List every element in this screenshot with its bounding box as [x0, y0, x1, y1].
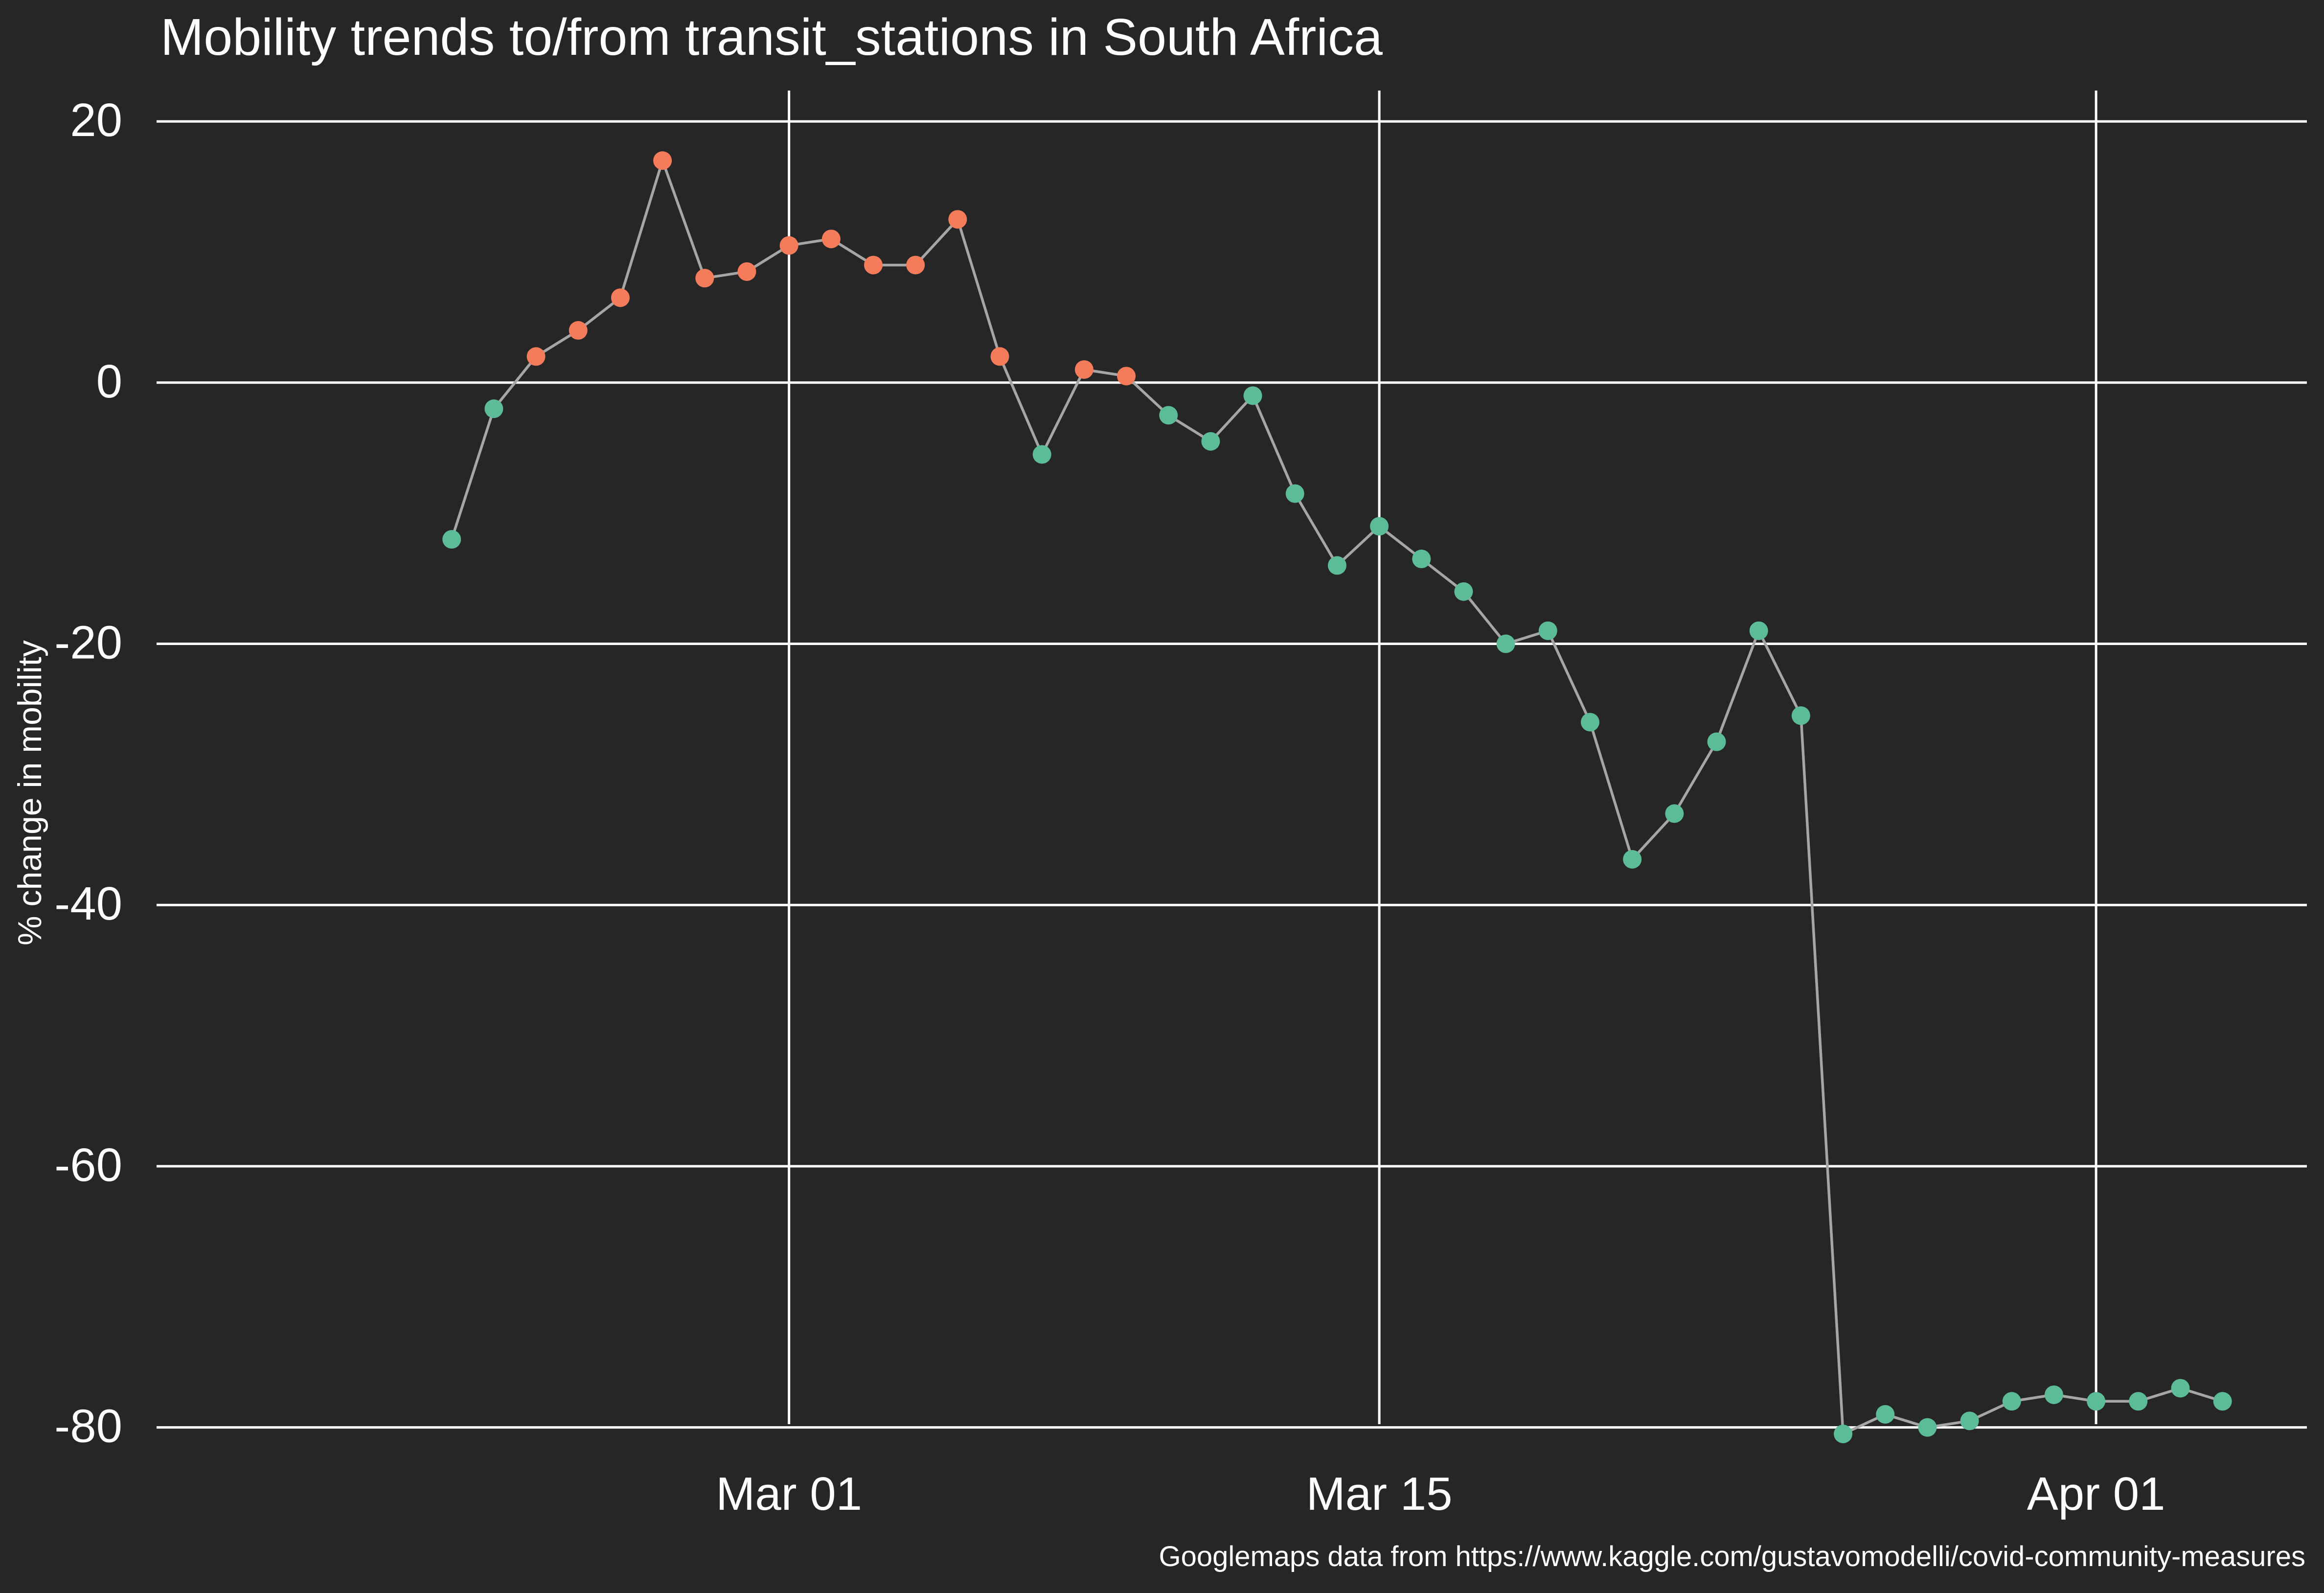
data-point [1370, 517, 1389, 536]
data-point [1032, 445, 1051, 464]
data-point [1876, 1405, 1895, 1424]
data-point [526, 347, 546, 366]
data-point [737, 262, 756, 281]
data-point [1538, 621, 1557, 640]
data-point [779, 236, 798, 255]
data-point [948, 210, 967, 229]
data-point [2171, 1379, 2190, 1398]
chart-title: Mobility trends to/from transit_stations… [160, 8, 1383, 66]
data-point [1749, 621, 1768, 640]
data-point [653, 151, 672, 170]
data-point [1623, 850, 1642, 869]
data-point [484, 399, 503, 418]
data-point [1074, 360, 1094, 379]
data-point [1960, 1411, 1979, 1431]
data-point [990, 347, 1009, 366]
data-point [2213, 1392, 2232, 1411]
data-point [1201, 432, 1220, 451]
data-point [1918, 1418, 1937, 1437]
data-point [864, 255, 883, 275]
data-point [1834, 1425, 1853, 1443]
data-point [2002, 1392, 2021, 1411]
data-point [1159, 406, 1178, 425]
chart-caption: Googlemaps data from https://www.kaggle.… [1159, 1541, 2305, 1572]
data-point [442, 530, 461, 549]
y-tick-label: -60 [54, 1139, 122, 1191]
data-point [1117, 367, 1136, 386]
x-axis-tick-labels: Mar 01 Mar 15 Apr 01 [716, 1468, 2165, 1520]
y-tick-label: -80 [54, 1400, 122, 1453]
data-point [2087, 1392, 2106, 1411]
data-point [1327, 556, 1346, 575]
data-point [569, 321, 588, 340]
x-tick-label: Apr 01 [2027, 1468, 2165, 1520]
y-tick-label: -20 [54, 617, 122, 669]
data-point [2129, 1392, 2148, 1411]
data-point [1791, 706, 1810, 725]
data-point [1665, 804, 1684, 823]
data-point [1243, 386, 1262, 405]
y-tick-label: 20 [70, 94, 122, 146]
data-points-layer [442, 151, 2232, 1443]
data-point [1496, 634, 1515, 653]
data-point [906, 255, 925, 275]
data-point [611, 288, 630, 307]
y-axis-tick-labels: 20 0 -20 -40 -60 -80 [54, 94, 122, 1453]
y-axis-label: % change in mobility [11, 640, 48, 946]
data-point [821, 230, 841, 249]
y-tick-label: 0 [96, 355, 122, 408]
data-point [2044, 1385, 2063, 1404]
x-tick-label: Mar 01 [716, 1468, 862, 1520]
data-point [1581, 713, 1599, 732]
data-point [1454, 582, 1473, 601]
data-point [1412, 550, 1431, 569]
data-point [1707, 732, 1726, 751]
x-tick-label: Mar 15 [1306, 1468, 1453, 1520]
y-tick-label: -40 [54, 877, 122, 930]
data-point [695, 269, 714, 288]
data-point [1285, 484, 1304, 503]
